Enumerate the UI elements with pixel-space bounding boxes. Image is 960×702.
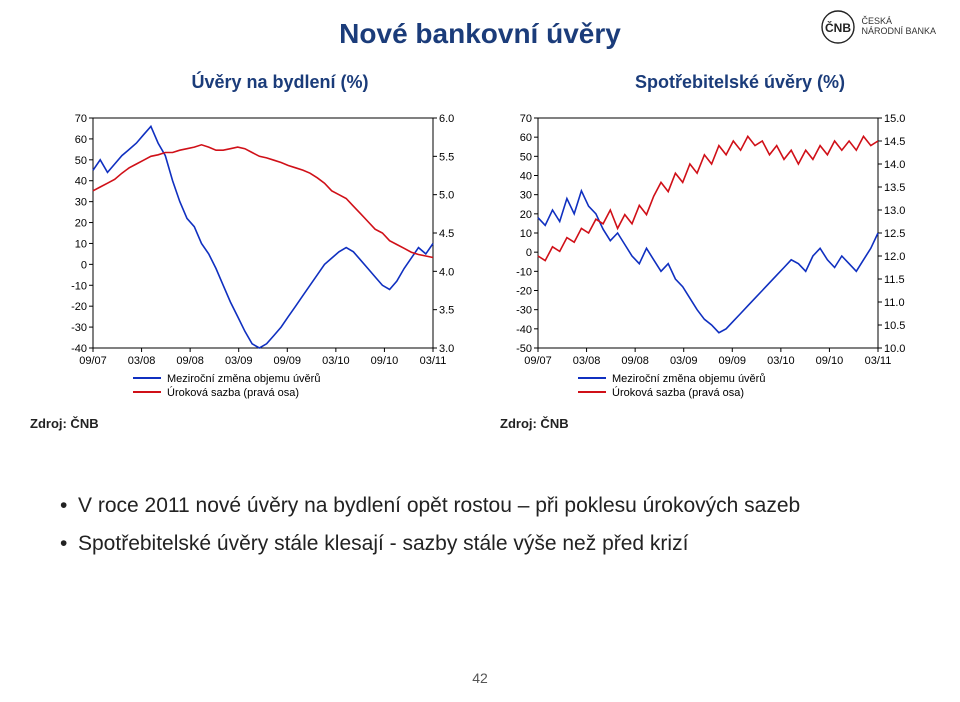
svg-text:03/08: 03/08 xyxy=(573,355,601,367)
svg-text:09/10: 09/10 xyxy=(371,355,399,367)
svg-text:13.5: 13.5 xyxy=(884,182,905,194)
svg-text:03/11: 03/11 xyxy=(865,355,892,367)
svg-text:09/09: 09/09 xyxy=(719,355,747,367)
logo-sub2: NÁRODNÍ BANKA xyxy=(861,27,936,37)
svg-text:10: 10 xyxy=(75,238,87,250)
page-number: 42 xyxy=(0,670,960,686)
svg-text:-40: -40 xyxy=(71,343,87,355)
svg-text:5.5: 5.5 xyxy=(439,151,454,163)
svg-text:-20: -20 xyxy=(516,286,532,298)
svg-text:09/10: 09/10 xyxy=(816,355,844,367)
svg-text:Meziroční změna objemu úvěrů: Meziroční změna objemu úvěrů xyxy=(612,373,765,385)
svg-text:3.0: 3.0 xyxy=(439,343,454,355)
svg-text:-30: -30 xyxy=(71,322,87,334)
bullet-item: V roce 2011 nové úvěry na bydlení opět r… xyxy=(60,490,900,522)
svg-text:3.5: 3.5 xyxy=(439,305,454,317)
svg-text:0: 0 xyxy=(526,247,532,259)
svg-text:40: 40 xyxy=(520,171,532,183)
svg-text:03/09: 03/09 xyxy=(670,355,698,367)
cnb-logo-icon: ČNB xyxy=(821,10,855,44)
chart-right: -50 -40 -30 -20 -10 0 10 20 30 40 50 60 70 10.0 10.5 11… xyxy=(500,110,920,410)
svg-text:Meziroční změna objemu úvěrů: Meziroční změna objemu úvěrů xyxy=(167,373,320,385)
svg-text:50: 50 xyxy=(520,151,532,163)
svg-text:12.5: 12.5 xyxy=(884,228,905,240)
svg-text:20: 20 xyxy=(520,209,532,221)
chart-left: -40 -30 -20 -10 0 10 20 30 40 50 60 70 3.0 3.5 4.0 4.5 5… xyxy=(55,110,475,410)
svg-text:09/08: 09/08 xyxy=(176,355,204,367)
svg-text:14.5: 14.5 xyxy=(884,136,905,148)
svg-text:6.0: 6.0 xyxy=(439,113,454,125)
svg-text:12.0: 12.0 xyxy=(884,251,905,263)
svg-text:60: 60 xyxy=(520,132,532,144)
svg-text:20: 20 xyxy=(75,218,87,230)
bullet-item: Spotřebitelské úvěry stále klesají - saz… xyxy=(60,528,900,560)
svg-text:50: 50 xyxy=(75,155,87,167)
chart-subtitle-left: Úvěry na bydlení (%) xyxy=(80,72,480,93)
cnb-logo: ČNB ČESKÁ NÁRODNÍ BANKA xyxy=(821,10,936,44)
svg-text:70: 70 xyxy=(520,113,532,125)
svg-text:40: 40 xyxy=(75,176,87,188)
chart-subtitle-right: Spotřebitelské úvěry (%) xyxy=(540,72,940,93)
svg-text:11.0: 11.0 xyxy=(884,297,905,309)
svg-text:-50: -50 xyxy=(516,343,532,355)
svg-text:10.5: 10.5 xyxy=(884,320,905,332)
svg-text:-30: -30 xyxy=(516,305,532,317)
svg-text:13.0: 13.0 xyxy=(884,205,905,217)
svg-text:5.0: 5.0 xyxy=(439,190,454,202)
svg-text:09/09: 09/09 xyxy=(274,355,302,367)
svg-text:-10: -10 xyxy=(516,266,532,278)
svg-text:03/10: 03/10 xyxy=(767,355,795,367)
svg-text:60: 60 xyxy=(75,134,87,146)
svg-text:30: 30 xyxy=(520,190,532,202)
svg-text:-20: -20 xyxy=(71,301,87,313)
cnb-logo-label: ČNB xyxy=(825,20,851,35)
svg-text:-10: -10 xyxy=(71,280,87,292)
svg-text:03/08: 03/08 xyxy=(128,355,156,367)
svg-text:-40: -40 xyxy=(516,324,532,336)
page-title: Nové bankovní úvěry xyxy=(0,18,960,50)
svg-text:0: 0 xyxy=(81,259,87,271)
svg-text:11.5: 11.5 xyxy=(884,274,905,286)
svg-text:Úroková sazba (pravá osa): Úroková sazba (pravá osa) xyxy=(167,386,299,399)
svg-text:15.0: 15.0 xyxy=(884,113,905,125)
svg-text:4.0: 4.0 xyxy=(439,266,454,278)
svg-text:09/07: 09/07 xyxy=(79,355,107,367)
svg-text:03/09: 03/09 xyxy=(225,355,253,367)
svg-text:30: 30 xyxy=(75,197,87,209)
svg-text:09/07: 09/07 xyxy=(524,355,552,367)
svg-text:Úroková sazba (pravá osa): Úroková sazba (pravá osa) xyxy=(612,386,744,399)
source-left: Zdroj: ČNB xyxy=(30,416,99,431)
bullet-list: V roce 2011 nové úvěry na bydlení opět r… xyxy=(60,490,900,565)
svg-text:09/08: 09/08 xyxy=(621,355,649,367)
svg-text:03/10: 03/10 xyxy=(322,355,350,367)
svg-text:4.5: 4.5 xyxy=(439,228,454,240)
svg-text:70: 70 xyxy=(75,113,87,125)
source-right: Zdroj: ČNB xyxy=(500,416,569,431)
svg-text:10: 10 xyxy=(520,228,532,240)
svg-text:03/11: 03/11 xyxy=(420,355,447,367)
svg-text:10.0: 10.0 xyxy=(884,343,905,355)
svg-text:14.0: 14.0 xyxy=(884,159,905,171)
